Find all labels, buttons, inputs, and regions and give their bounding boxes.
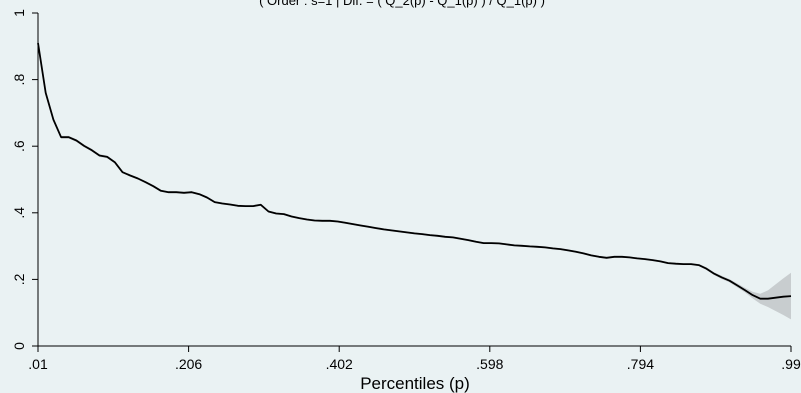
y-tick-label: .6 (11, 140, 27, 152)
series-line-layer (37, 42, 792, 300)
y-tick-label: .8 (11, 74, 27, 86)
y-tick-label: 0 (11, 342, 27, 350)
series-line (37, 42, 792, 300)
x-tick-label: .01 (28, 356, 48, 372)
x-tick-label: .99 (781, 356, 801, 372)
chart-title: ( Order : s=1 | Dif. = ( Q_2(p) - Q_1(p)… (259, 0, 545, 8)
x-tick-label: .206 (175, 356, 202, 372)
x-tick-label: .598 (476, 356, 503, 372)
y-tick-label: .4 (11, 207, 27, 219)
x-axis-title: Percentiles (p) (360, 374, 470, 393)
x-tick-label: .794 (627, 356, 654, 372)
axes-layer: .01 .206 .402 .598 .794 .99 0 .2 .4 .6 .8 1 (11, 9, 801, 372)
y-tick-label: 1 (11, 9, 27, 17)
y-tick-label: .2 (11, 273, 27, 285)
x-tick-label: .402 (326, 356, 353, 372)
